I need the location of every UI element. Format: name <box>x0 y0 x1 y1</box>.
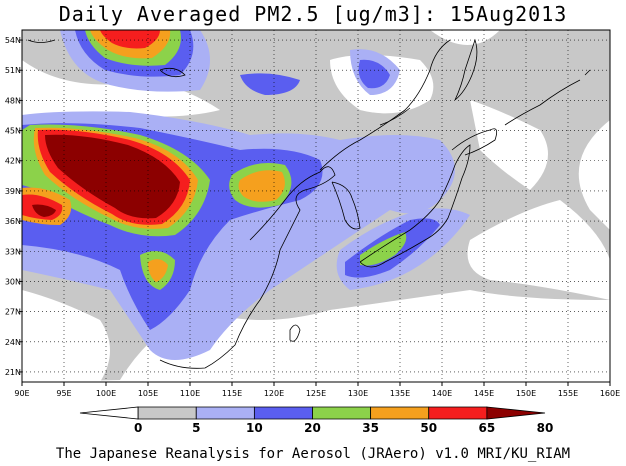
contour-darkred <box>45 134 180 219</box>
colorbar-swatch <box>79 406 139 420</box>
contour-green-japan <box>360 232 407 266</box>
colorbar-label: 10 <box>246 421 263 435</box>
lat-tick-label: 51N <box>5 66 21 75</box>
lon-tick-label: 95E <box>56 389 71 398</box>
colorbar-label: 65 <box>479 421 496 435</box>
colorbar-label: 80 <box>537 421 554 435</box>
colorbar-swatch <box>428 406 488 420</box>
colorbar-label: 50 <box>420 421 437 435</box>
footer-credit: The Japanese Reanalysis for Aerosol (JRA… <box>55 446 571 462</box>
lon-tick-label: 150E <box>516 389 536 398</box>
lat-tick-label: 48N <box>5 96 21 105</box>
map-title: Daily Averaged PM2.5 [ug/m3]: 15Aug2013 <box>58 2 568 26</box>
contour-white-sw <box>22 290 110 382</box>
colorbar-swatch <box>486 406 546 420</box>
colorbar-label: 20 <box>304 421 321 435</box>
colorbar-swatch <box>137 406 197 420</box>
contour-white-ne <box>470 100 548 190</box>
contour-blue-ne <box>358 59 390 89</box>
contour-orange-bohai <box>238 170 285 202</box>
contour-white-left <box>22 60 220 120</box>
lon-tick-label: 160E <box>600 389 620 398</box>
grid-lines <box>22 30 610 382</box>
lat-tick-label: 27N <box>5 308 21 317</box>
lon-tick-label: 105E <box>138 389 158 398</box>
lat-tick-label: 21N <box>5 368 21 377</box>
lon-tick-label: 140E <box>432 389 452 398</box>
colorbar-label: 35 <box>362 421 379 435</box>
lon-tick-label: 145E <box>474 389 494 398</box>
lat-axis: 21N 24N 27N 30N 33N 36N 39N 42N 45N 48N 51N 54N <box>5 36 22 377</box>
lat-tick-label: 24N <box>5 338 21 347</box>
lon-tick-label: 135E <box>390 389 410 398</box>
contour-orange-sc <box>148 259 168 282</box>
colorbar-label: 5 <box>192 421 200 435</box>
contour-blue-mid <box>240 73 300 95</box>
lon-tick-label: 130E <box>348 389 368 398</box>
lat-tick-label: 36N <box>5 217 21 226</box>
lat-tick-label: 39N <box>5 187 21 196</box>
colorbar-swatch <box>312 406 372 420</box>
contour-red-north <box>100 30 160 49</box>
lon-tick-label: 110E <box>180 389 200 398</box>
lon-tick-label: 115E <box>222 389 242 398</box>
colorbar-swatch <box>370 406 430 420</box>
lon-tick-label: 100E <box>96 389 116 398</box>
lat-tick-label: 42N <box>5 157 21 166</box>
lon-axis: 90E 95E 100E 105E 110E 115E 120E 125E 130E 135E 14… <box>14 382 620 398</box>
lat-tick-label: 54N <box>5 36 21 45</box>
lon-tick-label: 155E <box>558 389 578 398</box>
colorbar: 0 5 10 20 35 50 65 80 <box>79 406 554 435</box>
lon-tick-label: 125E <box>306 389 326 398</box>
colorbar-swatch <box>253 406 313 420</box>
lat-tick-label: 30N <box>5 277 21 286</box>
lon-tick-label: 90E <box>14 389 29 398</box>
lat-tick-label: 33N <box>5 247 21 256</box>
coastlines <box>27 38 591 369</box>
colorbar-label: 0 <box>134 421 142 435</box>
lon-tick-label: 120E <box>264 389 284 398</box>
contour-darkred-west <box>32 204 56 217</box>
lat-tick-label: 45N <box>5 127 21 136</box>
colorbar-swatch <box>195 406 255 420</box>
contour-white-e <box>467 200 610 300</box>
